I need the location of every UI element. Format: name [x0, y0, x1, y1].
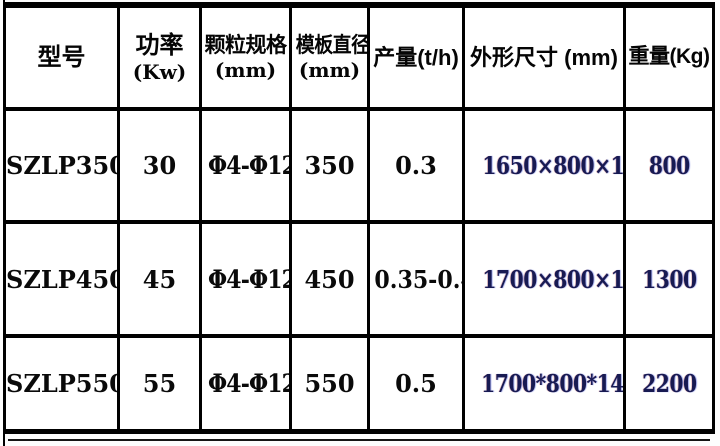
cell-pellet-size: Φ4-Φ12: [199, 106, 292, 225]
cell-die-diameter: 350: [289, 106, 370, 225]
table-row-szlp350: SZLP350 30 Φ4-Φ12 350 0.3 1650×800×1350 …: [3, 106, 715, 225]
cell-dimensions: 1700*800*1450: [462, 333, 626, 434]
cell-power: 55: [117, 333, 202, 434]
col-header-output: 产量(t/h): [367, 3, 465, 111]
cell-pellet-size: Φ4-Φ12: [199, 220, 292, 338]
cell-output: 0.5: [367, 333, 465, 434]
col-header-label: 颗粒规格: [204, 33, 288, 57]
col-header-unit: (Kw): [132, 60, 187, 84]
cell-die-diameter: 450: [289, 220, 370, 338]
col-header-unit: (mm): [214, 58, 277, 83]
cell-output: 0.3: [367, 106, 465, 225]
next-row-top-border-rule: [8, 439, 710, 441]
cell-dimensions: 1650×800×1350: [462, 106, 626, 225]
cell-power: 45: [117, 220, 202, 338]
col-header-label: 外形尺寸 (mm): [470, 44, 618, 70]
cell-output: 0.35-0.4: [367, 220, 465, 338]
cell-model: SZLP550: [3, 333, 120, 434]
col-header-label: 型号: [37, 43, 86, 71]
cell-power: 30: [117, 106, 202, 225]
cell-model: SZLP450: [3, 220, 120, 338]
header-row: 型号 功率 (Kw) 颗粒规格 (mm) 模板直径 (mm) 产量(t/h): [3, 3, 715, 111]
cell-weight: 1300: [623, 220, 715, 338]
table-row-szlp450: SZLP450 45 Φ4-Φ12 450 0.35-0.4 1700×800×…: [3, 220, 715, 338]
col-header-label: 产量(t/h): [373, 44, 459, 70]
col-header-label: 模板直径: [295, 33, 369, 57]
col-header-model: 型号: [3, 3, 120, 111]
col-header-unit: (mm): [298, 58, 361, 83]
col-header-power: 功率 (Kw): [117, 3, 202, 111]
table-row-szlp550: SZLP550 55 Φ4-Φ12 550 0.5 1700*800*1450 …: [3, 333, 715, 434]
col-header-pellet-size: 颗粒规格 (mm): [199, 3, 292, 111]
col-header-label: 重量(Kg): [628, 45, 710, 69]
cell-die-diameter: 550: [289, 333, 370, 434]
col-header-dimensions: 外形尺寸 (mm): [462, 3, 626, 111]
cell-weight: 800: [623, 106, 715, 225]
cell-model: SZLP350: [3, 106, 120, 225]
col-header-weight: 重量(Kg): [623, 3, 715, 111]
cell-dimensions: 1700×800×1450: [462, 220, 626, 338]
col-header-label: 功率: [135, 32, 184, 59]
cell-weight: 2200: [623, 333, 715, 434]
col-header-die-diameter: 模板直径 (mm): [289, 3, 370, 111]
machine-spec-table: 型号 功率 (Kw) 颗粒规格 (mm) 模板直径 (mm) 产量(t/h): [3, 2, 715, 434]
cell-pellet-size: Φ4-Φ12: [199, 333, 292, 434]
